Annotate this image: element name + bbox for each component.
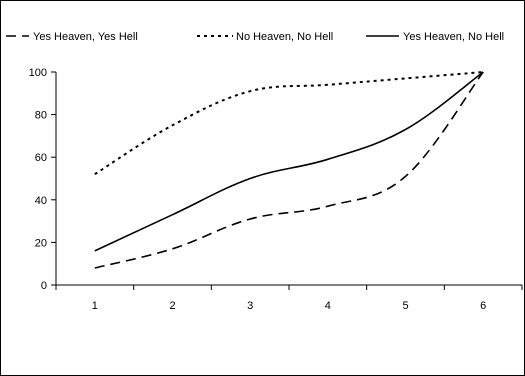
- series-line-3: [94, 71, 484, 252]
- y-tick-label: 80: [35, 110, 47, 122]
- y-tick-label: 100: [29, 67, 47, 79]
- x-tick-label: 5: [402, 300, 408, 312]
- legend-label-1: Yes Heaven, Yes Hell: [33, 31, 138, 43]
- x-tick-label: 6: [480, 300, 486, 312]
- series-layer: [94, 71, 484, 269]
- x-tick-label: 2: [169, 300, 175, 312]
- x-tick-label: 1: [92, 300, 98, 312]
- legend-label-2: No Heaven, No Hell: [236, 31, 333, 43]
- y-tick-label: 20: [35, 237, 47, 249]
- y-tick-label: 0: [41, 280, 47, 292]
- legend-label-3: Yes Heaven, No Hell: [403, 31, 504, 43]
- x-tick-label: 4: [325, 300, 331, 312]
- y-tick-label: 40: [35, 195, 47, 207]
- y-tick-label: 60: [35, 152, 47, 164]
- axes: 0 20 40 60 80 100 1 2 3 4 5 6: [29, 67, 523, 312]
- x-tick-label: 3: [247, 300, 253, 312]
- series-line-2: [94, 71, 484, 176]
- legend: Yes Heaven, Yes Hell No Heaven, No Hell Ye…: [6, 31, 504, 43]
- series-line-1: [94, 71, 484, 269]
